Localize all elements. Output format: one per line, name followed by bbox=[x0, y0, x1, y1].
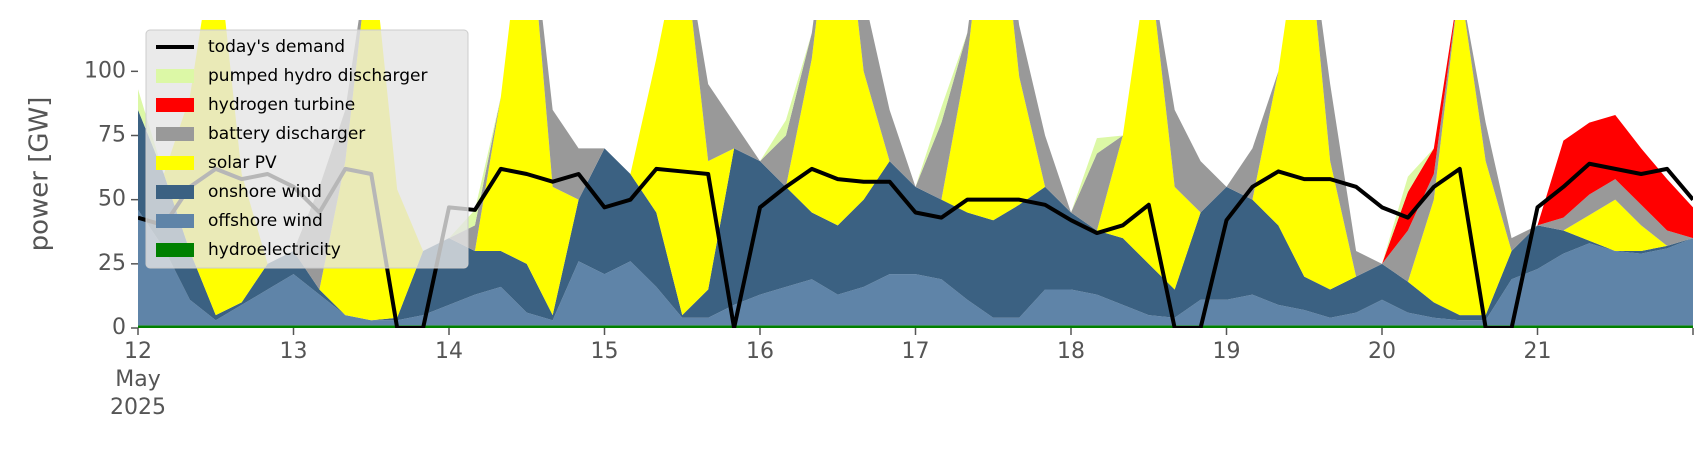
legend-label: today's demand bbox=[208, 37, 345, 57]
legend-label: offshore wind bbox=[208, 211, 323, 231]
area bbox=[138, 20, 1693, 321]
y-tick-label: 0 bbox=[112, 315, 126, 340]
line bbox=[138, 161, 1693, 328]
legend-swatch bbox=[156, 69, 194, 83]
x-tick-label: 13 bbox=[280, 339, 308, 364]
plot-area bbox=[138, 20, 1693, 328]
area bbox=[138, 109, 1693, 321]
legend-label: battery discharger bbox=[208, 124, 365, 144]
x-tick-label: 20 bbox=[1368, 339, 1396, 364]
legend-box bbox=[145, 29, 469, 269]
legend-swatch bbox=[156, 185, 194, 199]
legend-label: hydrogen turbine bbox=[208, 95, 355, 115]
x-tick-label: 18 bbox=[1057, 339, 1085, 364]
y-tick-label: 50 bbox=[98, 187, 126, 212]
area bbox=[138, 209, 1693, 326]
legend-swatch bbox=[156, 214, 194, 228]
legend-label: pumped hydro discharger bbox=[208, 66, 427, 86]
x-tick-label: 12 bbox=[124, 339, 152, 364]
x-tick-label: 19 bbox=[1213, 339, 1241, 364]
legend-label: solar PV bbox=[208, 153, 277, 173]
x-tick-sublabel: 2025 bbox=[110, 395, 166, 420]
y-axis-label: power [GW] bbox=[25, 97, 55, 252]
legend-swatch bbox=[156, 98, 194, 112]
legend-label: onshore wind bbox=[208, 182, 322, 202]
x-tick-sublabel: May bbox=[115, 367, 160, 392]
x-tick-label: 17 bbox=[902, 339, 930, 364]
legend-swatch bbox=[156, 243, 194, 257]
area bbox=[138, 325, 1693, 328]
y-tick-label: 25 bbox=[98, 251, 126, 276]
x-tick-label: 21 bbox=[1524, 339, 1552, 364]
legend-label: hydroelectricity bbox=[208, 240, 341, 260]
y-tick-label: 75 bbox=[98, 123, 126, 148]
y-tick-label: 100 bbox=[84, 58, 126, 83]
legend-swatch bbox=[156, 156, 194, 170]
legend-swatch bbox=[156, 127, 194, 141]
x-tick-label: 14 bbox=[435, 339, 463, 364]
x-tick-label: 16 bbox=[746, 339, 774, 364]
x-tick-label: 15 bbox=[591, 339, 619, 364]
